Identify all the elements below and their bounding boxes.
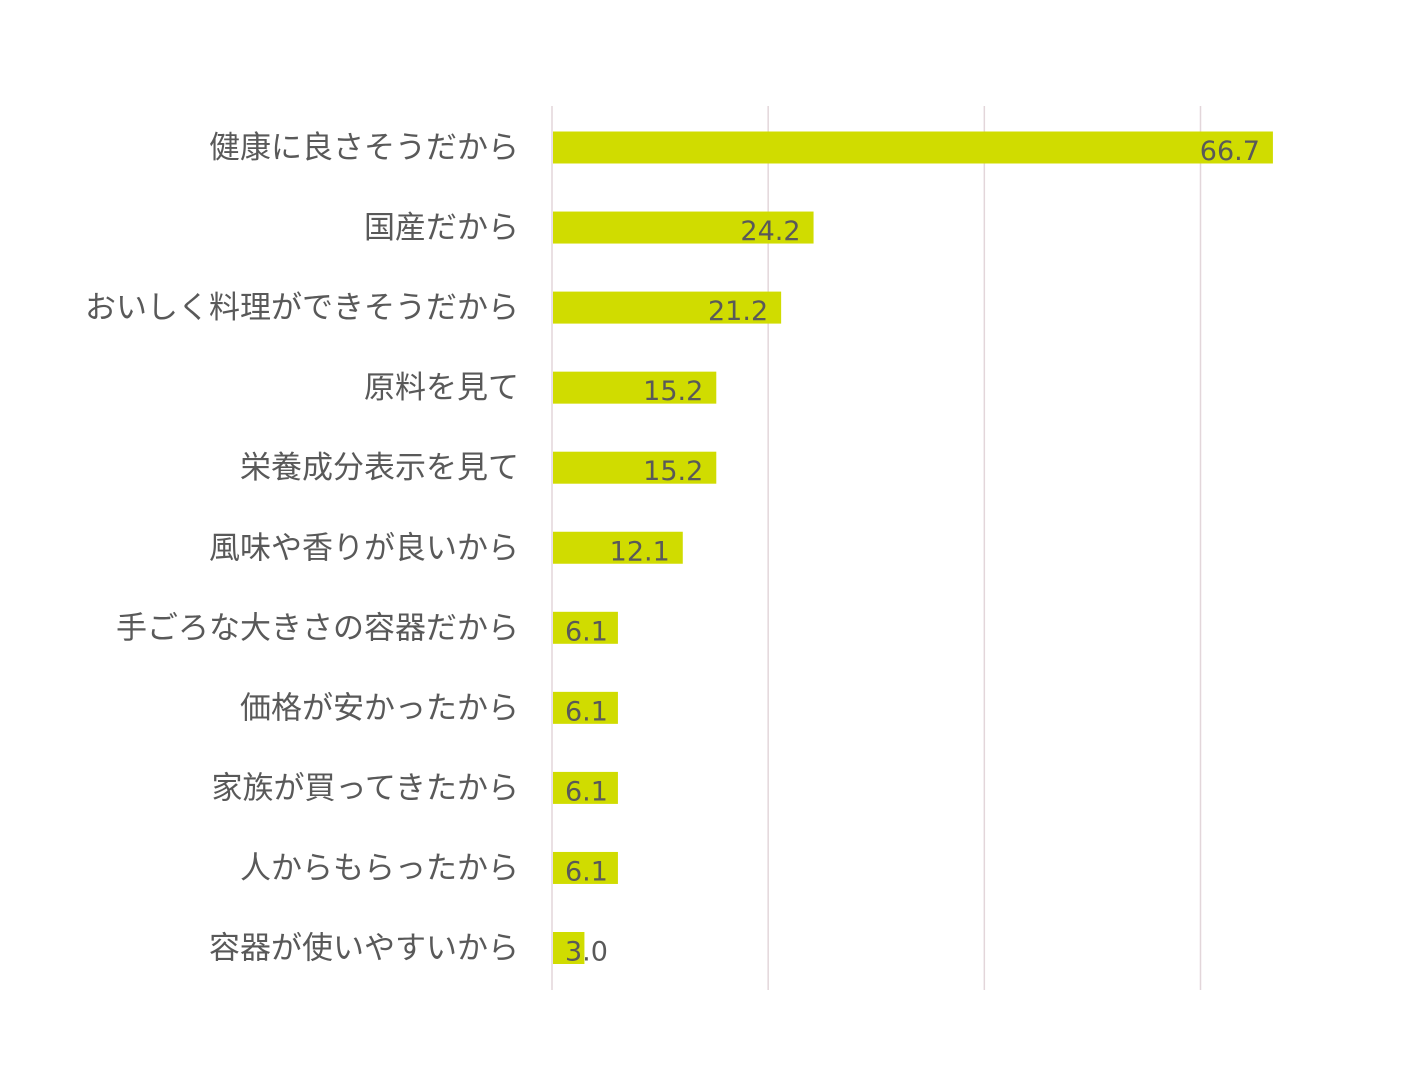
bar-7 [553,691,618,724]
value-label-7: 6.1 [565,696,608,727]
value-label-9: 6.1 [565,856,608,887]
category-label-5: 風味や香りが良いから [209,530,519,566]
category-label-4: 栄養成分表示を見て [240,450,519,486]
value-label-2: 21.2 [708,296,768,327]
category-label-0: 健康に良さそうだから [209,130,519,166]
value-label-4: 15.2 [643,456,703,487]
value-label-1: 24.2 [740,216,800,247]
bar-5 [553,531,683,564]
value-label-10: 3.0 [565,937,608,968]
bar-2 [553,291,782,324]
bar-4 [553,451,717,484]
category-label-10: 容器が使いやすいから [209,931,519,967]
category-label-9: 人からもらったから [240,850,519,886]
value-label-5: 12.1 [610,536,670,567]
bars [553,131,1273,964]
category-label-3: 原料を見て [364,370,519,406]
bar-6 [553,611,618,644]
value-label-3: 15.2 [643,376,703,407]
bar-3 [553,371,717,404]
value-label-6: 6.1 [565,616,608,647]
value-label-8: 6.1 [565,776,608,807]
bar-10 [553,932,585,964]
value-labels: 66.7 24.2 21.2 15.2 15.2 12.1 6.1 6.1 6.1 6.1 3.0 [565,136,1260,968]
category-label-2: おいしく料理ができそうだから [85,290,519,326]
bar-1 [553,211,814,244]
gridlines [551,106,1202,990]
category-label-6: 手ごろな大きさの容器だから [116,610,519,646]
category-labels: 健康に良さそうだから国産だからおいしく料理ができそうだから原料を見て栄養成分表示… [85,130,519,967]
category-label-8: 家族が買ってきたから [211,770,519,806]
category-label-1: 国産だから [364,210,519,246]
bar-8 [553,771,618,804]
bar-0 [553,131,1273,164]
bar-9 [553,851,618,884]
category-label-7: 価格が安かったから [240,690,519,726]
value-label-0: 66.7 [1200,136,1260,167]
